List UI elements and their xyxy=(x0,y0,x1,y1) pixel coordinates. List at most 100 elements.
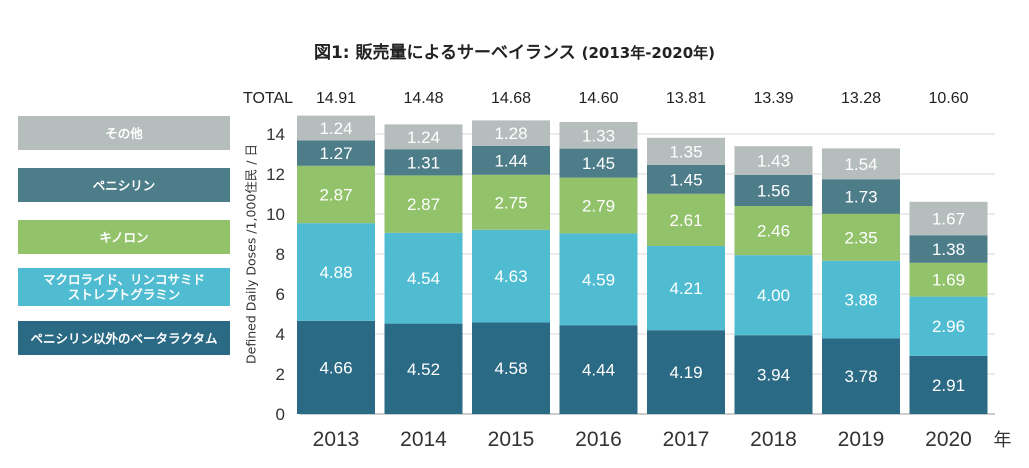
bar-segment xyxy=(384,323,463,414)
y-tick-label: 6 xyxy=(276,285,285,304)
bar-segment xyxy=(384,232,463,324)
data-label: 4.58 xyxy=(494,359,527,378)
legend-item-macrolide: マクロライド、リンコサミド ストレプトグラミン xyxy=(18,268,230,306)
x-unit-label: 年 xyxy=(994,430,1012,450)
data-label: 2.61 xyxy=(669,211,702,230)
data-label: 1.35 xyxy=(669,142,702,161)
bar-segment xyxy=(909,296,988,356)
bar-segment xyxy=(822,338,900,414)
data-label: 4.59 xyxy=(582,270,615,289)
chart-title-subtitle: (2013年-2020年) xyxy=(581,44,716,62)
bar-segment xyxy=(734,174,813,206)
data-label: 4.19 xyxy=(669,363,702,382)
total-value: 14.48 xyxy=(403,90,443,107)
bar-segment xyxy=(297,115,375,141)
bar-segment xyxy=(384,175,463,233)
legend-item-quinolone: キノロン xyxy=(18,220,230,254)
data-label: 4.63 xyxy=(494,267,527,286)
bar-segment xyxy=(734,255,813,336)
total-value: 10.60 xyxy=(928,90,968,107)
x-tick-label: 2016 xyxy=(575,428,622,451)
y-tick-label: 8 xyxy=(276,245,285,264)
bar-segment xyxy=(559,325,638,414)
legend-item-other: その他 xyxy=(18,116,230,150)
bar-segment xyxy=(472,322,550,414)
data-label: 1.69 xyxy=(932,271,965,290)
bar-segment xyxy=(559,148,638,178)
y-tick-label: 0 xyxy=(276,405,285,424)
y-tick-label: 4 xyxy=(276,325,285,344)
total-value: 14.68 xyxy=(491,90,531,107)
data-label: 2.87 xyxy=(407,195,440,214)
data-label: 4.66 xyxy=(319,358,352,377)
data-label: 1.67 xyxy=(932,210,965,229)
data-label: 1.73 xyxy=(844,188,877,207)
data-label: 4.44 xyxy=(582,361,615,380)
bar-segment xyxy=(384,149,463,176)
y-tick-label: 10 xyxy=(266,205,285,224)
bar-segment xyxy=(297,140,375,166)
bar-segment xyxy=(734,206,813,256)
legend-label-penicillin: ペニシリン xyxy=(92,177,156,193)
data-label: 4.88 xyxy=(319,263,352,282)
data-label: 4.21 xyxy=(669,279,702,298)
bar-segment xyxy=(822,260,900,339)
data-label: 1.56 xyxy=(757,181,790,200)
data-label: 2.35 xyxy=(844,228,877,247)
bar-segment xyxy=(472,146,550,175)
legend-label-beta-lactam: ペニシリン以外のベータラクタム xyxy=(30,330,218,346)
x-tick-label: 2020 xyxy=(925,428,972,451)
bar-segment xyxy=(647,330,725,414)
legend-item-penicillin: ペニシリン xyxy=(18,168,230,202)
data-label: 4.00 xyxy=(757,286,790,305)
total-label: TOTAL xyxy=(243,90,293,107)
x-tick-label: 2015 xyxy=(488,428,535,451)
legend-label-macrolide: マクロライド、リンコサミド ストレプトグラミン xyxy=(42,272,205,302)
total-value: 14.91 xyxy=(316,90,356,107)
data-label: 4.54 xyxy=(407,269,440,288)
chart-title: 図1: 販売量によるサーベイランス (2013年-2020年) xyxy=(0,38,1029,63)
data-label: 3.78 xyxy=(844,367,877,386)
data-label: 1.24 xyxy=(319,119,352,138)
bar-segment xyxy=(822,179,900,214)
data-label: 1.45 xyxy=(669,170,702,189)
data-label: 3.94 xyxy=(757,366,790,385)
bar-segment xyxy=(822,148,900,180)
bar-segment xyxy=(472,120,550,146)
y-tick-label: 12 xyxy=(266,165,285,184)
bar-segment xyxy=(297,320,375,414)
x-tick-label: 2019 xyxy=(838,428,885,451)
legend-label-quinolone: キノロン xyxy=(99,229,149,245)
data-label: 3.88 xyxy=(844,291,877,310)
legend-item-beta-lactam: ペニシリン以外のベータラクタム xyxy=(18,321,230,355)
bar-segment xyxy=(647,246,725,331)
total-value: 14.60 xyxy=(578,90,618,107)
bar-segment xyxy=(559,233,638,326)
bar-segment xyxy=(909,262,988,297)
data-label: 4.52 xyxy=(407,360,440,379)
bar-segment xyxy=(297,223,375,321)
x-tick-label: 2017 xyxy=(663,428,710,451)
bar-segment xyxy=(909,201,988,236)
x-tick-label: 2014 xyxy=(400,428,447,451)
x-tick-label: 2013 xyxy=(313,428,360,451)
data-label: 2.96 xyxy=(932,317,965,336)
bar-segment xyxy=(384,124,463,150)
data-label: 1.28 xyxy=(494,124,527,143)
x-tick-label: 2018 xyxy=(750,428,797,451)
data-label: 1.38 xyxy=(932,240,965,259)
bar-segment xyxy=(559,177,638,234)
bar-segment xyxy=(647,193,725,246)
data-label: 2.91 xyxy=(932,376,965,395)
data-label: 1.33 xyxy=(582,126,615,145)
legend-label-other: その他 xyxy=(105,125,143,141)
bar-segment xyxy=(472,174,550,230)
chart-title-main: 図1: 販売量によるサーベイランス xyxy=(313,43,576,63)
total-value: 13.28 xyxy=(841,90,881,107)
data-label: 1.43 xyxy=(757,152,790,171)
data-label: 2.87 xyxy=(319,186,352,205)
bar-segment xyxy=(472,229,550,323)
bar-segment xyxy=(909,355,988,414)
bar-segment xyxy=(297,165,375,224)
